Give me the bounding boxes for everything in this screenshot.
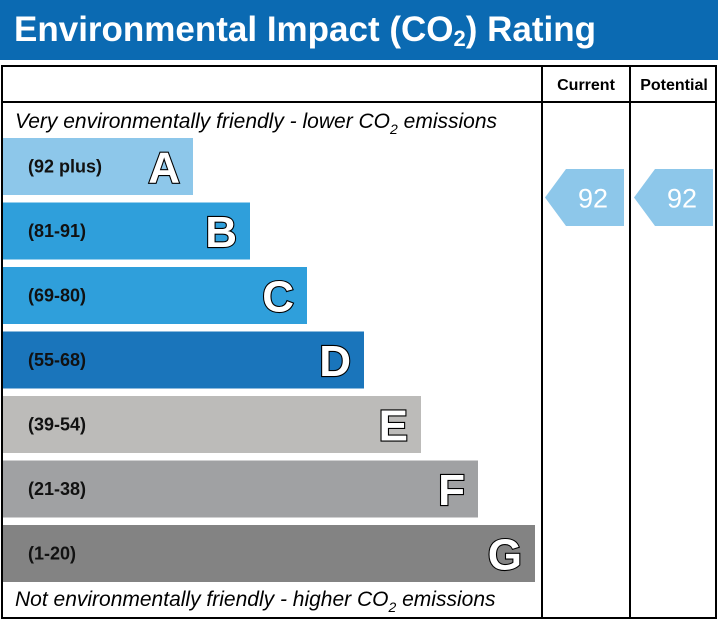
- band-letter-g: G: [488, 531, 522, 580]
- current-column-header: Current: [557, 77, 615, 94]
- title-suffix: ) Rating: [465, 10, 597, 49]
- title-subscript: 2: [453, 26, 466, 51]
- page-title: Environmental Impact (CO2) Rating: [14, 10, 596, 50]
- current-rating-value: 92: [578, 184, 608, 214]
- band-d: (55-68) D: [3, 331, 364, 389]
- band-bar-c: [3, 267, 307, 324]
- header-banner: Environmental Impact (CO2) Rating: [0, 0, 718, 60]
- potential-column-header: Potential: [640, 77, 708, 94]
- band-letter-f: F: [438, 466, 465, 515]
- band-range-label-c: (69-80): [28, 286, 86, 306]
- band-bar-g: [3, 525, 535, 582]
- rating-bands: (92 plus) A (81-91) B (69-80) C (55-68) D (39-54…: [3, 138, 535, 582]
- band-range-label-b: (81-91): [28, 221, 86, 241]
- potential-rating-arrow: [634, 169, 713, 226]
- band-bar-d: [3, 331, 364, 389]
- band-e: (39-54) E: [3, 396, 421, 453]
- bottom-caption: Not environmentally friendly - higher CO…: [15, 588, 496, 615]
- outer-border: [1, 65, 717, 619]
- band-b: (81-91) B: [3, 202, 250, 260]
- band-bar-b: [3, 202, 250, 260]
- band-letter-d: D: [319, 337, 351, 386]
- band-c: (69-80) C: [3, 267, 307, 324]
- band-range-label-d: (55-68): [28, 350, 86, 370]
- band-letter-c: C: [262, 273, 294, 322]
- band-f: (21-38) F: [3, 460, 478, 518]
- band-bar-a: [3, 138, 193, 195]
- band-a: (92 plus) A: [3, 138, 193, 195]
- potential-rating-marker: 92: [634, 169, 713, 226]
- current-rating-marker: 92: [545, 169, 624, 226]
- current-rating-arrow: [545, 169, 624, 226]
- band-letter-e: E: [379, 402, 408, 451]
- band-letter-b: B: [205, 208, 237, 257]
- top-caption: Very environmentally friendly - lower CO…: [15, 110, 498, 137]
- frame: [1, 65, 717, 619]
- band-bar-f: [3, 460, 478, 518]
- title-prefix: Environmental Impact (CO: [14, 10, 454, 49]
- band-range-label-f: (21-38): [28, 479, 86, 499]
- band-bar-e: [3, 396, 421, 453]
- potential-rating-value: 92: [667, 184, 697, 214]
- band-g: (1-20) G: [3, 525, 535, 582]
- band-range-label-a: (92 plus): [28, 157, 102, 177]
- rating-markers: 92 92: [545, 169, 713, 226]
- band-range-label-e: (39-54): [28, 415, 86, 435]
- band-letter-a: A: [148, 144, 180, 193]
- band-range-label-g: (1-20): [28, 544, 76, 564]
